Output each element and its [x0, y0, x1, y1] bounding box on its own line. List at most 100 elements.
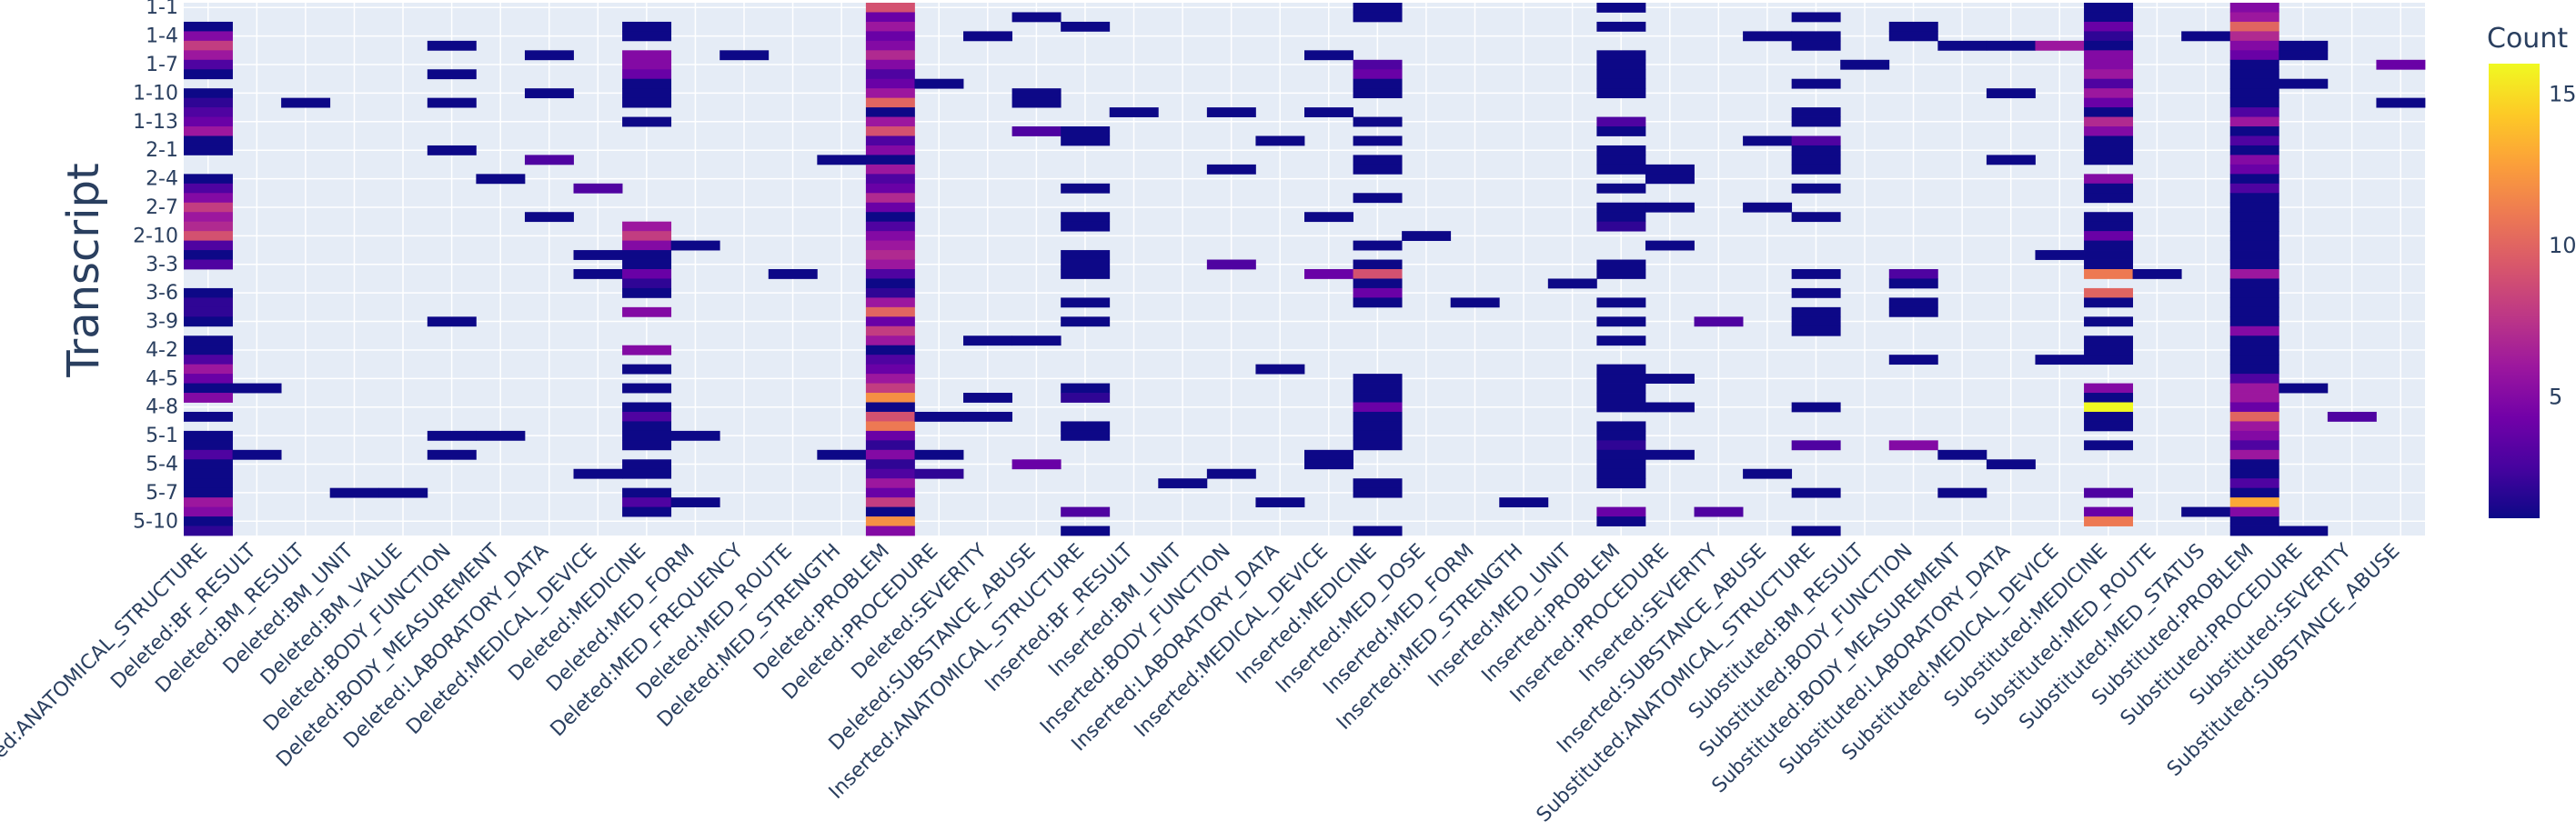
heatmap-cell [1743, 468, 1793, 479]
heatmap-cell [573, 468, 623, 479]
heatmap-cell [1353, 88, 1403, 99]
y-axis-ticks: 1-1 1-4 1-7 1-10 1-13 2-1 2-4 2-7 2-10 3-3 3-6 3-9 4… [133, 0, 178, 533]
heatmap-cell [2229, 50, 2279, 61]
heatmap-cell [2229, 316, 2279, 327]
heatmap-cell [670, 430, 720, 441]
heatmap-cell [1255, 364, 1305, 375]
heatmap-cell [865, 164, 915, 175]
heatmap-cell [184, 69, 233, 80]
heatmap-cell [1304, 459, 1353, 470]
heatmap-cell [427, 97, 477, 108]
heatmap-cell [427, 40, 477, 51]
heatmap-cell [2229, 374, 2279, 384]
heatmap-cell [1645, 240, 1695, 251]
heatmap-cell [184, 259, 233, 270]
y-tick-label: 1-10 [133, 82, 178, 105]
heatmap-cell [1450, 297, 1500, 308]
heatmap-cell [2084, 3, 2134, 13]
heatmap-cell [1206, 468, 1256, 479]
heatmap-cell [2229, 393, 2279, 403]
heatmap-cell [865, 135, 915, 146]
heatmap-cell [1353, 297, 1403, 308]
heatmap-cell [914, 411, 964, 422]
heatmap-cell [2229, 516, 2279, 526]
heatmap-cell [2084, 212, 2134, 223]
heatmap-cell [2084, 183, 2134, 194]
heatmap-cell [622, 287, 672, 298]
heatmap-cell [865, 487, 915, 498]
heatmap-cell [865, 240, 915, 251]
heatmap-cell [1206, 259, 1256, 270]
heatmap-cell [184, 287, 233, 298]
heatmap-cell [184, 345, 233, 355]
heatmap-cell [1791, 164, 1841, 175]
heatmap-cell [1937, 449, 1987, 460]
heatmap-cell [2084, 506, 2134, 517]
heatmap-cell [865, 97, 915, 108]
heatmap-cell [1353, 374, 1403, 384]
heatmap-cell [2229, 3, 2279, 13]
heatmap-cell [1353, 3, 1403, 13]
heatmap-cell [1061, 126, 1111, 136]
heatmap-cell [1353, 430, 1403, 441]
heatmap-cell [1596, 430, 1646, 441]
heatmap-cell [865, 59, 915, 70]
heatmap-cell [2229, 459, 2279, 470]
heatmap-cell [1304, 269, 1353, 279]
heatmap-cell [184, 487, 233, 498]
heatmap-cell [1353, 12, 1403, 23]
heatmap-cell [2084, 69, 2134, 80]
heatmap-cell [1061, 430, 1111, 441]
heatmap-cell [1353, 193, 1403, 204]
heatmap-cell [2229, 278, 2279, 289]
heatmap-cell [622, 250, 672, 260]
heatmap-cell [2229, 449, 2279, 460]
heatmap-cell [184, 393, 233, 403]
heatmap-cell [1402, 231, 1452, 242]
heatmap-cell [1353, 487, 1403, 498]
heatmap-cell [1888, 278, 1938, 289]
heatmap-cell [1596, 126, 1646, 136]
heatmap-cell [1011, 335, 1062, 346]
heatmap-cell [1011, 97, 1062, 108]
heatmap-cell [865, 497, 915, 508]
heatmap-cell [865, 278, 915, 289]
heatmap-cell [1791, 487, 1841, 498]
heatmap-cell [622, 383, 672, 394]
heatmap-cell [1353, 269, 1403, 279]
heatmap-cell [184, 50, 233, 61]
heatmap-cell [2229, 355, 2279, 365]
heatmap-cell [2229, 402, 2279, 413]
heatmap-cell [184, 335, 233, 346]
heatmap-cell [1791, 287, 1841, 298]
heatmap-cell [2132, 269, 2182, 279]
heatmap-cell [1061, 135, 1111, 146]
heatmap-cell [184, 526, 233, 536]
heatmap-cell [1353, 155, 1403, 165]
heatmap-cell [2084, 487, 2134, 498]
y-tick-label: 4-8 [146, 396, 178, 419]
heatmap-cell [2035, 355, 2085, 365]
heatmap-cell [2229, 383, 2279, 394]
heatmap-cell [1061, 21, 1111, 32]
heatmap-cell [2084, 355, 2134, 365]
heatmap-cell [865, 145, 915, 155]
heatmap-cell [1011, 126, 1062, 136]
heatmap-cell [865, 374, 915, 384]
heatmap-cell [1596, 402, 1646, 413]
heatmap-cell [329, 487, 379, 498]
heatmap-cell [2229, 21, 2279, 32]
heatmap-cell [2229, 526, 2279, 536]
heatmap-cell [1937, 487, 1987, 498]
heatmap-cell [2327, 411, 2377, 422]
heatmap-cell [1596, 297, 1646, 308]
heatmap-cell [184, 21, 233, 32]
heatmap-cell [184, 506, 233, 517]
heatmap-cell [1011, 88, 1062, 99]
heatmap-cell [2229, 487, 2279, 498]
heatmap-cell [622, 506, 672, 517]
heatmap-cell [2084, 155, 2134, 165]
y-tick-label: 3-9 [146, 311, 178, 334]
heatmap-cell [1888, 440, 1938, 451]
heatmap-cell [2229, 59, 2279, 70]
